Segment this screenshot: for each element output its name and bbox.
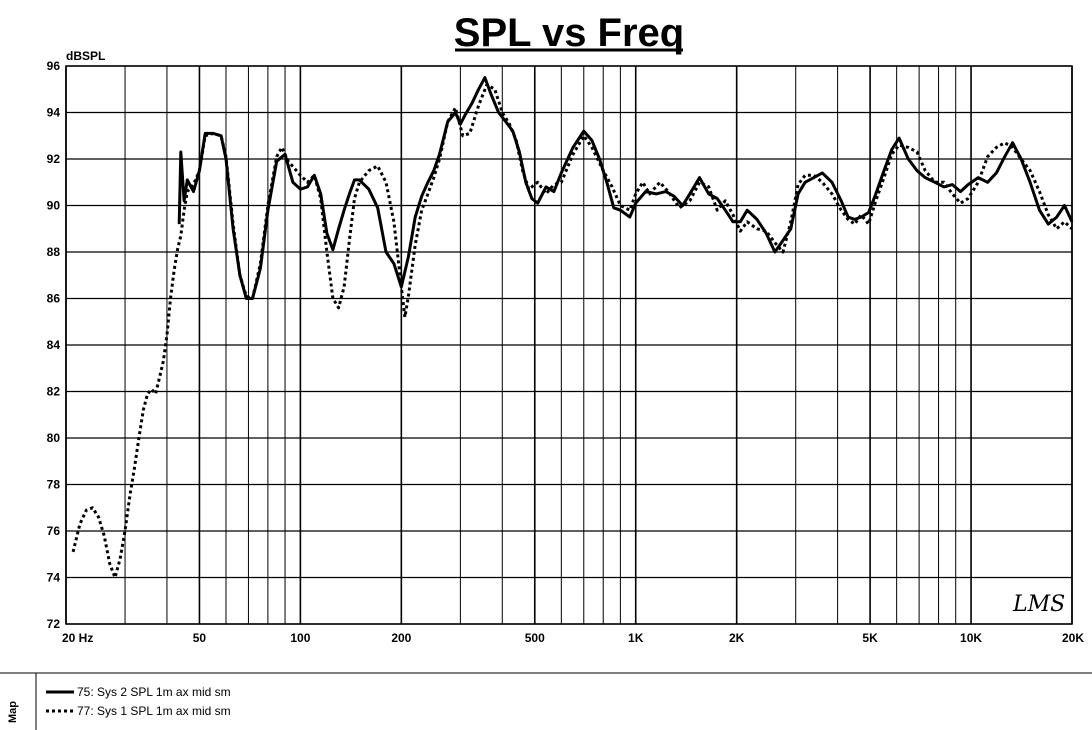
x-tick-label: 100 (290, 631, 310, 645)
x-tick-labels: 20 Hz 50 100 200 500 1K 2K 5K 10K 20K (62, 631, 1084, 645)
y-tick-label: 90 (47, 199, 61, 213)
lms-logo: LMS (1012, 592, 1065, 617)
y-tick-label: 76 (47, 524, 61, 538)
grid (65, 65, 1073, 625)
y-axis-label: dBSPL (66, 49, 105, 63)
y-tick-label: 92 (47, 152, 61, 166)
x-tick-label: 1K (628, 631, 644, 645)
chart-title: SPL vs Freq (454, 11, 684, 55)
x-tick-label: 50 (193, 631, 207, 645)
x-tick-label: 2K (729, 631, 745, 645)
y-tick-labels: 72 74 76 78 80 82 84 86 88 90 92 94 96 (47, 59, 61, 631)
y-tick-label: 80 (47, 431, 61, 445)
legend-label-sys2: 75: Sys 2 SPL 1m ax mid sm (77, 685, 231, 699)
y-tick-label: 72 (47, 617, 61, 631)
x-tick-label: 10K (960, 631, 982, 645)
y-tick-label: 88 (47, 245, 61, 259)
x-tick-label: 500 (525, 631, 545, 645)
plot-frame (65, 65, 1073, 625)
y-tick-label: 74 (47, 571, 61, 585)
x-tick-label: 20 Hz (62, 631, 93, 645)
y-tick-label: 94 (47, 106, 61, 120)
series-line-sys2-solid (177, 76, 1074, 300)
x-tick-label: 5K (862, 631, 878, 645)
y-tick-label: 96 (47, 59, 61, 73)
legend-label-sys1: 77: Sys 1 SPL 1m ax mid sm (77, 704, 231, 718)
x-tick-label: 200 (391, 631, 411, 645)
y-tick-label: 78 (47, 478, 61, 492)
series-line-sys1-dotted (71, 83, 1074, 579)
legend: 75: Sys 2 SPL 1m ax mid sm 77: Sys 1 SPL… (46, 685, 231, 718)
x-tick-label: 20K (1062, 631, 1084, 645)
map-tab-label: Map (7, 701, 19, 723)
series-lines (71, 76, 1074, 579)
y-tick-label: 86 (47, 292, 61, 306)
y-tick-label: 82 (47, 385, 61, 399)
y-tick-label: 84 (47, 338, 61, 352)
